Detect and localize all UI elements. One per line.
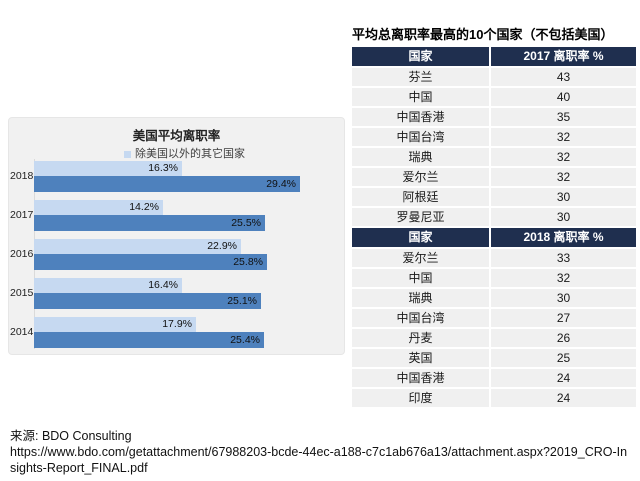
bar-other-countries: 17.9% [34,317,196,332]
rate-cell: 43 [491,68,636,86]
legend-item: 除美国以外的其它国家 [124,147,344,161]
source-note: 来源: BDO Consulting https://www.bdo.com/g… [10,428,628,476]
bar-us: 25.4% [34,332,264,348]
table-header-cell: 国家 [352,228,489,247]
table-row: 芬兰 43 [352,68,636,86]
year-label: 2014 [10,326,34,338]
year-label: 2016 [10,248,34,260]
country-cell: 丹麦 [352,329,489,347]
table-row: 中国台湾 32 [352,128,636,146]
table-header-row: 国家 2017 离职率 % [352,47,636,66]
bar-value-label: 29.4% [266,178,296,190]
bar-group: 2014 17.9% 25.4% [9,317,344,348]
rate-cell: 24 [491,369,636,387]
bar-other-countries: 14.2% [34,200,163,215]
table-header-row: 国家 2018 离职率 % [352,228,636,247]
rate-cell: 30 [491,208,636,226]
rate-cell: 40 [491,88,636,106]
legend-label: 除美国以外的其它国家 [135,148,245,160]
bar-value-label: 17.9% [162,318,192,330]
bar-other-countries: 22.9% [34,239,241,254]
bar-group: 2015 16.4% 25.1% [9,278,344,309]
bar-value-label: 25.4% [230,334,260,346]
table-header-cell: 2018 离职率 % [491,228,636,247]
bar-group: 2017 14.2% 25.5% [9,200,344,231]
table-header-cell: 2017 离职率 % [491,47,636,66]
source-url: https://www.bdo.com/getattachment/679882… [10,445,628,475]
table-row: 中国 40 [352,88,636,106]
table-row: 中国 32 [352,269,636,287]
country-cell: 爱尔兰 [352,168,489,186]
bar-value-label: 16.4% [148,279,178,291]
table-row: 中国香港 35 [352,108,636,126]
rate-cell: 35 [491,108,636,126]
rate-cell: 32 [491,128,636,146]
country-cell: 中国 [352,88,489,106]
bar-value-label: 25.1% [227,295,257,307]
rate-cell: 32 [491,168,636,186]
bar-us: 29.4% [34,176,300,192]
table-row: 印度 24 [352,389,636,407]
table-row: 中国台湾 27 [352,309,636,327]
table-row: 瑞典 30 [352,289,636,307]
table-row: 丹麦 26 [352,329,636,347]
country-cell: 中国香港 [352,369,489,387]
bar-value-label: 25.8% [233,256,263,268]
bar-us: 25.1% [34,293,261,309]
us-turnover-chart: 美国平均离职率 除美国以外的其它国家美国 201816.3%29.4%20171… [8,117,345,355]
table-row: 英国 25 [352,349,636,367]
source-label: 来源: BDO Consulting [10,429,132,443]
chart-title: 美国平均离职率 [132,129,221,143]
country-cell: 中国香港 [352,108,489,126]
rate-cell: 32 [491,148,636,166]
bar-other-countries: 16.4% [34,278,182,293]
country-cell: 中国 [352,269,489,287]
rate-cell: 30 [491,188,636,206]
country-cell: 瑞典 [352,289,489,307]
chart-plot-area: 2018 16.3% 29.4% 2017 14.2% 25.5% 2016 22.9% 25.… [9,159,344,354]
country-cell: 阿根廷 [352,188,489,206]
country-cell: 中国台湾 [352,128,489,146]
rate-cell: 26 [491,329,636,347]
year-label: 2018 [10,170,34,182]
rate-cell: 24 [491,389,636,407]
country-cell: 芬兰 [352,68,489,86]
country-cell: 中国台湾 [352,309,489,327]
table-row: 瑞典 32 [352,148,636,166]
legend-swatch-icon [124,150,131,158]
year-label: 2017 [10,209,34,221]
bar-us: 25.5% [34,215,265,231]
rate-cell: 25 [491,349,636,367]
bar-other-countries: 16.3% [34,161,182,176]
country-cell: 瑞典 [352,148,489,166]
rate-cell: 27 [491,309,636,327]
country-cell: 印度 [352,389,489,407]
country-cell: 爱尔兰 [352,249,489,267]
bar-value-label: 16.3% [148,162,178,174]
table-row: 罗曼尼亚 30 [352,208,636,226]
table-title: 平均总离职率最高的10个国家（不包括美国） [352,27,614,42]
table-row: 爱尔兰 33 [352,249,636,267]
bar-group: 2018 16.3% 29.4% [9,161,344,192]
table-row: 中国香港 24 [352,369,636,387]
bar-value-label: 22.9% [207,240,237,252]
country-cell: 英国 [352,349,489,367]
table-header-cell: 国家 [352,47,489,66]
rate-cell: 30 [491,289,636,307]
bar-us: 25.8% [34,254,267,270]
rate-cell: 32 [491,269,636,287]
rate-cell: 33 [491,249,636,267]
bar-value-label: 14.2% [129,201,159,213]
country-turnover-table: 国家 2017 离职率 % 芬兰 43 中国 40 中国香港 35 中国台湾 32 瑞典 32 爱尔兰 3… [352,47,636,409]
bar-value-label: 25.5% [231,217,261,229]
table-row: 阿根廷 30 [352,188,636,206]
bar-group: 2016 22.9% 25.8% [9,239,344,270]
country-cell: 罗曼尼亚 [352,208,489,226]
table-row: 爱尔兰 32 [352,168,636,186]
year-label: 2015 [10,287,34,299]
